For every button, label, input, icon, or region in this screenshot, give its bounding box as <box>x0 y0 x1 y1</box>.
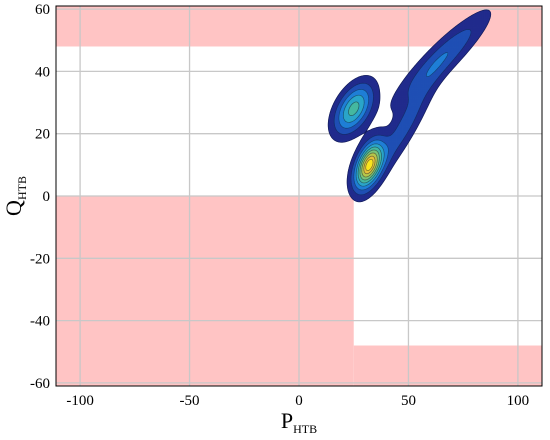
x-tick-label: 100 <box>507 393 530 409</box>
contour-line-3 <box>338 52 449 191</box>
plot-frame <box>55 5 543 387</box>
y-tick-label: 60 <box>35 2 50 18</box>
x-tick-label: 50 <box>401 393 416 409</box>
y-tick-label: 40 <box>35 64 50 80</box>
x-axis-label-main: P <box>281 408 293 433</box>
y-tick-label: -20 <box>30 251 50 267</box>
contour-line-5 <box>348 101 382 184</box>
contour-line-7 <box>361 152 378 178</box>
density-contours <box>327 9 492 203</box>
y-tick-label: 20 <box>35 127 50 143</box>
x-tick-label: -50 <box>180 393 200 409</box>
forbidden-region-3 <box>353 345 542 386</box>
y-tick-labels: -60 -40 -20 0 20 40 60 <box>30 2 50 392</box>
x-tick-labels: -100 -50 0 50 100 <box>66 393 529 409</box>
contour-line-9 <box>365 158 374 172</box>
contour-line-2 <box>333 29 472 196</box>
contour-line-6 <box>359 149 380 181</box>
y-axis-label: QHTB <box>1 176 29 216</box>
contour-line-1 <box>327 9 492 203</box>
x-axis-label: PHTB <box>281 408 317 436</box>
x-axis-label-sub: HTB <box>293 422 317 436</box>
y-axis-label-sub: HTB <box>15 176 29 200</box>
x-tick-label: 0 <box>295 393 303 409</box>
grid-lines <box>56 6 542 386</box>
y-tick-label: -60 <box>30 376 50 392</box>
forbidden-region-2 <box>56 196 354 386</box>
x-tick-label: -100 <box>66 393 94 409</box>
contour-line-8 <box>363 155 376 175</box>
y-tick-label: 0 <box>43 189 51 205</box>
y-axis-label-main: Q <box>1 200 26 216</box>
y-tick-label: -40 <box>30 314 50 330</box>
contour-line-4 <box>342 94 385 187</box>
